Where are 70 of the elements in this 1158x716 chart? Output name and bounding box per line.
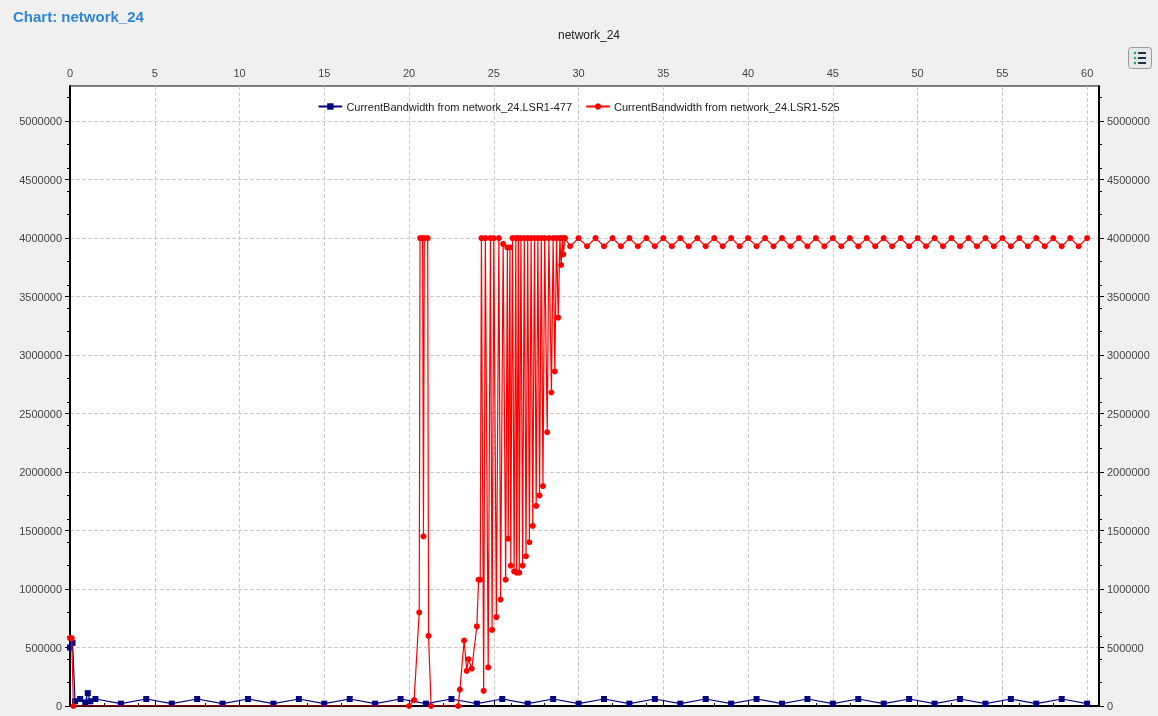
y2-tick-label: 3000000 (1107, 349, 1150, 362)
y2-tick-label: 4000000 (1107, 232, 1150, 245)
y2-tick-label: 1500000 (1107, 524, 1150, 537)
x-tick-label: 50 (911, 66, 924, 79)
point (550, 695, 557, 702)
point (1033, 700, 1040, 707)
x-tick-label: 0 (66, 66, 74, 79)
point (92, 695, 99, 702)
y-tick-label: 3000000 (19, 349, 62, 362)
x-tick-label: 10 (233, 66, 246, 79)
legend-label: CurrentBandwidth from network_24.LSR1-525 (614, 100, 840, 113)
x-tick-label: 55 (996, 66, 1009, 79)
x-tick-label: 60 (1081, 66, 1094, 79)
y-tick-label: 1500000 (19, 524, 62, 537)
chart-title: Chart: network_24 (13, 8, 145, 25)
point (194, 695, 201, 702)
y-tick-label: 5000000 (19, 115, 62, 128)
point (651, 695, 658, 702)
y-tick-label: 4000000 (19, 232, 62, 245)
y2-tick-label: 5000000 (1107, 115, 1150, 128)
y2-tick-label: 4500000 (1107, 173, 1150, 186)
legend-label: CurrentBandwidth from network_24.LSR1-477 (346, 100, 573, 113)
x-tick-label: 35 (657, 66, 670, 79)
y2-tick-label: 0 (1107, 700, 1114, 712)
point (702, 695, 709, 702)
x-tick-label: 25 (487, 66, 500, 79)
point (956, 695, 963, 702)
point (1058, 695, 1065, 702)
x-tick-label: 15 (318, 66, 331, 79)
point (84, 690, 91, 697)
point (753, 695, 760, 702)
x-tick-label: 30 (572, 66, 585, 79)
y-tick-label: 0 (55, 700, 62, 712)
point (473, 700, 480, 707)
point (143, 695, 150, 702)
y2-tick-label: 500000 (1107, 641, 1144, 654)
point (601, 695, 607, 702)
point (346, 695, 353, 702)
point (778, 700, 785, 707)
y-tick-label: 2500000 (19, 407, 62, 420)
y-tick-label: 1000000 (19, 583, 62, 596)
point (448, 695, 455, 702)
x-tick-label: 20 (402, 66, 416, 79)
point (524, 700, 531, 707)
y-tick-label: 500000 (25, 641, 62, 654)
point (295, 695, 302, 702)
point (626, 700, 633, 707)
y-tick-label: 3500000 (19, 290, 62, 303)
point (499, 695, 506, 702)
point (423, 700, 429, 707)
y-tick-label: 4500000 (19, 173, 62, 186)
chart-subtitle: network_24 (557, 28, 621, 42)
y2-tick-label: 3500000 (1107, 290, 1150, 303)
point (1007, 695, 1014, 702)
point (397, 695, 404, 702)
y-tick-label: 2000000 (19, 466, 62, 479)
y2-tick-label: 2500000 (1107, 407, 1150, 420)
x-tick-label: 5 (151, 66, 158, 79)
point (728, 700, 735, 707)
point (245, 695, 251, 702)
y2-tick-label: 1000000 (1107, 583, 1150, 596)
point (855, 695, 862, 702)
point (77, 695, 84, 702)
point (931, 700, 938, 707)
y2-tick-label: 2000000 (1107, 466, 1150, 479)
x-tick-label: 45 (826, 66, 839, 79)
point (804, 695, 811, 702)
point (906, 695, 913, 702)
point (829, 700, 836, 707)
x-tick-label: 40 (741, 66, 755, 79)
